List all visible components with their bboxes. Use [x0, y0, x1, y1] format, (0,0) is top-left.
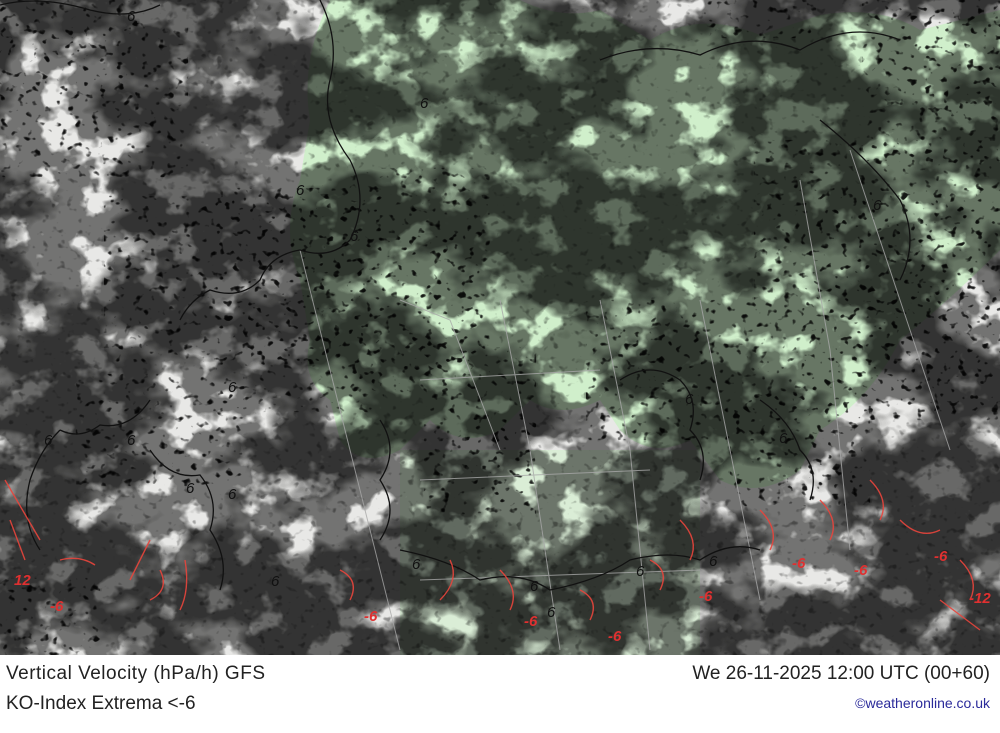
footer-date-label: We 26-11-2025 12:00 UTC (00+60) — [692, 663, 990, 685]
footer-credit-label: ©weatheronline.co.uk — [855, 695, 990, 711]
footer-title-line: Vertical Velocity (hPa/h) GFS — [6, 663, 266, 685]
weather-map-root: 666666666666666666 12 -6 -6 -6 -6 -6 -6 -6 -6 -12… — [0, 0, 1000, 733]
footer-subtitle-line: KO-Index Extrema <-6 — [6, 693, 196, 715]
map-footer: Vertical Velocity (hPa/h) GFS KO-Index E… — [0, 655, 1000, 733]
